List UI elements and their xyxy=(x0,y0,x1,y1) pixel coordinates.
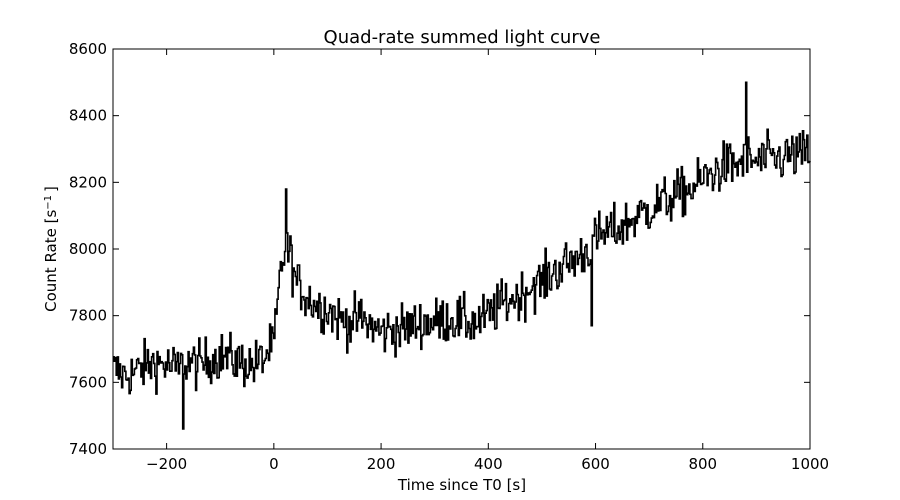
x-tick-label: 400 xyxy=(474,455,503,473)
y-tick-label: 8000 xyxy=(69,240,107,258)
y-tick-label: 8600 xyxy=(69,40,107,58)
light-curve-series xyxy=(113,81,811,430)
y-tick-label: 7600 xyxy=(69,373,107,391)
x-tick-label: 600 xyxy=(581,455,610,473)
y-axis-label: Count Rate [s−1] xyxy=(42,186,60,312)
plot-frame xyxy=(112,48,811,450)
x-axis-label: Time since T0 [s] xyxy=(397,476,526,494)
chart-title: Quad-rate summed light curve xyxy=(324,27,601,48)
y-axis-label-superscript: −1 xyxy=(43,195,54,210)
y-tick-label: 7800 xyxy=(69,307,107,325)
y-axis-label-main: Count Rate [s xyxy=(42,210,60,312)
x-axis: −200 0 200 400 600 800 1000 xyxy=(146,49,829,473)
y-tick-label: 8200 xyxy=(69,173,107,191)
x-tick-label: 1000 xyxy=(791,455,829,473)
y-axis: 7400 7600 7800 8000 8200 8400 8600 xyxy=(69,40,810,458)
y-tick-label: 7400 xyxy=(69,440,107,458)
x-tick-label: 200 xyxy=(367,455,396,473)
x-tick-label: 800 xyxy=(688,455,717,473)
x-tick-label: 0 xyxy=(269,455,279,473)
plot-area xyxy=(112,48,811,450)
y-tick-label: 8400 xyxy=(69,107,107,125)
x-tick-label: −200 xyxy=(146,455,187,473)
y-axis-label-close: ] xyxy=(42,186,60,192)
